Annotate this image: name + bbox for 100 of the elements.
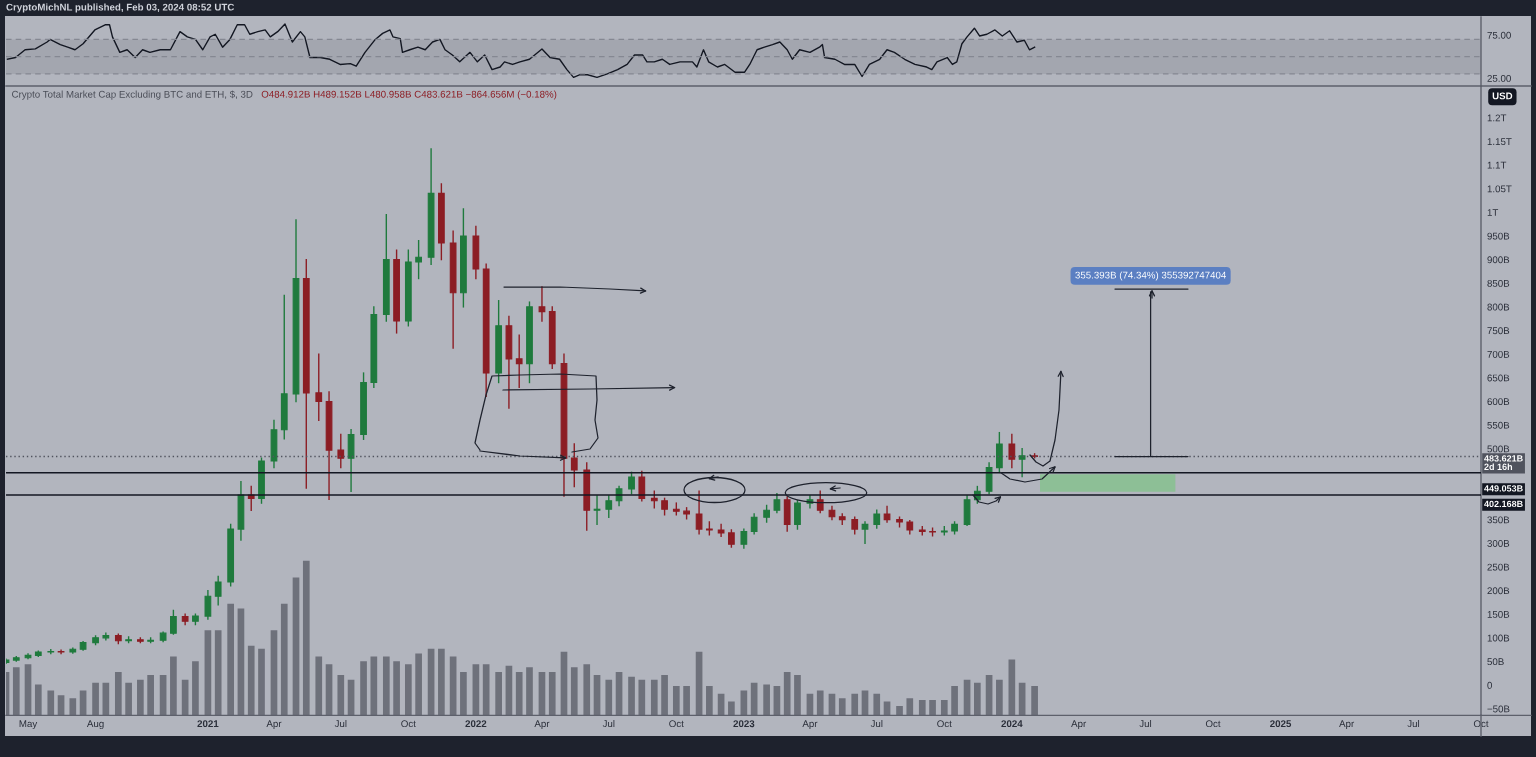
chart-title: Crypto Total Market Cap Excluding BTC and ETH, $, 3D (12, 90, 253, 100)
y-tick-label: 300B (1487, 540, 1510, 547)
candlestick (57, 649, 65, 655)
bar (137, 679, 144, 716)
bar (192, 661, 199, 716)
candlestick (538, 286, 546, 322)
bar (628, 676, 635, 716)
x-tick-label: Jul (602, 719, 615, 728)
candlestick (883, 505, 891, 523)
bar (405, 664, 412, 716)
candlestick (347, 429, 355, 492)
y-tick-label: 100B (1487, 634, 1510, 642)
bar (438, 648, 445, 716)
candlestick (605, 495, 613, 518)
bar (460, 672, 467, 716)
bar (69, 698, 77, 716)
bar (583, 664, 591, 716)
bar (315, 656, 323, 716)
bar (974, 682, 981, 716)
bar (515, 672, 523, 716)
y-tick-label: 150B (1487, 610, 1510, 618)
bar (896, 706, 903, 716)
bar (650, 679, 658, 716)
x-tick-label: 2021 (197, 720, 219, 728)
bar (940, 699, 948, 716)
bar (951, 685, 958, 716)
y-tick-label: 850B (1487, 279, 1510, 287)
y-tick-label: 1.15T (1487, 138, 1512, 145)
ref-line-label: 449.053B (1484, 485, 1523, 492)
bar (114, 672, 122, 716)
x-tick-label: 2025 (1270, 720, 1292, 728)
bar (302, 560, 310, 716)
y-tick-label: 500B (1487, 445, 1510, 453)
y-tick-label: 350B (1487, 516, 1510, 524)
bar (918, 699, 926, 716)
bar (147, 675, 154, 716)
x-tick-label: Jul (1407, 719, 1420, 728)
x-tick-label: 2024 (1001, 720, 1023, 728)
bar (382, 656, 390, 716)
bar (672, 685, 680, 716)
y-tick-label: 950B (1487, 232, 1510, 240)
bar (415, 653, 422, 716)
candlestick (515, 334, 523, 388)
y-tick-label: 1.05T (1487, 185, 1512, 193)
y-tick-label: 0 (1487, 681, 1492, 689)
bar (883, 701, 891, 716)
bar (47, 690, 55, 716)
x-tick-label: Jul (870, 719, 883, 728)
candlestick (570, 443, 578, 488)
bar (125, 682, 132, 716)
bar (794, 675, 801, 716)
bar (851, 693, 859, 716)
candlestick (170, 609, 177, 635)
text: CryptoMichNL published, Feb 03, 2024 08:52 UTC (6, 3, 235, 13)
x-tick-label: Aug (86, 720, 104, 730)
candlestick (740, 528, 748, 549)
y-tick-label: 1T (1487, 209, 1499, 216)
y-tick-label: 900B (1487, 256, 1510, 264)
bar (237, 608, 245, 716)
candlestick (628, 471, 635, 495)
bar (661, 675, 668, 716)
bar (280, 603, 288, 716)
bar (170, 656, 177, 716)
y-tick-label: 250B (1487, 563, 1510, 571)
y-tick-label: 50B (1487, 658, 1504, 666)
bar (996, 679, 1003, 716)
candlestick (794, 500, 801, 530)
candlestick (717, 523, 725, 537)
candlestick (773, 492, 781, 514)
candlestick (995, 431, 1003, 474)
y-axis-title: USD (1492, 92, 1513, 100)
bar (370, 656, 378, 716)
x-tick-label: Oct (401, 720, 416, 728)
bar (292, 577, 300, 716)
candlestick (204, 589, 212, 620)
bar (706, 685, 713, 716)
x-tick-label: 2023 (733, 720, 755, 728)
y-tick-label: 650B (1487, 374, 1510, 382)
candlestick (695, 490, 703, 535)
bar (929, 699, 936, 716)
candlestick (1018, 448, 1026, 478)
candlestick (750, 513, 758, 535)
bar (570, 667, 578, 716)
candlestick (861, 521, 869, 544)
annotation: 355.393B (74.34%) 355392747404 (1075, 271, 1227, 281)
x-tick-label: Apr (534, 720, 550, 730)
x-tick-label: Apr (1339, 720, 1355, 730)
bar (227, 603, 234, 716)
x-tick-label: Oct (1205, 720, 1221, 728)
bar (360, 661, 367, 716)
bar (34, 684, 42, 716)
bar (214, 630, 222, 716)
bar (482, 664, 490, 716)
bar (548, 672, 556, 716)
y-tick-label: 700B (1487, 350, 1510, 358)
candlestick (315, 353, 323, 422)
bar (728, 701, 735, 716)
bar (873, 693, 881, 716)
y-tick-label: 800B (1487, 303, 1510, 311)
y-tick-label: −50B (1487, 705, 1510, 713)
